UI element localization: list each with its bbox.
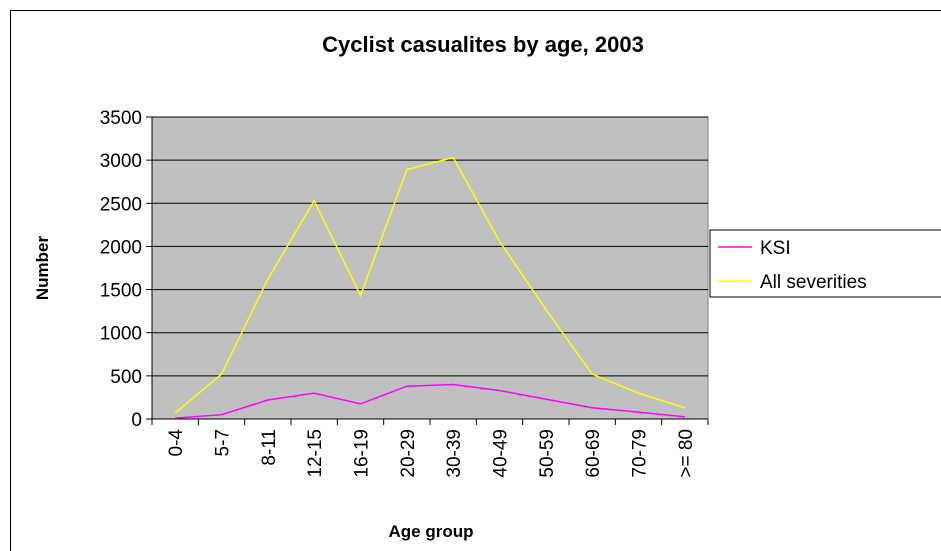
y-tick-label: 1000	[100, 324, 142, 345]
x-tick-label: >= 80	[676, 429, 697, 478]
legend-label: All severities	[760, 272, 867, 293]
x-tick-label: 30-39	[444, 429, 465, 478]
y-axis-label: Number	[33, 236, 52, 301]
x-axis-label: Age group	[389, 522, 474, 541]
y-tick-label: 2500	[100, 194, 142, 215]
chart-title: Cyclist casualites by age, 2003	[322, 32, 644, 57]
x-tick-label: 5-7	[213, 429, 234, 456]
data-line	[175, 383, 685, 419]
legend-label: KSI	[760, 238, 791, 259]
plot-area	[151, 116, 709, 420]
x-tick-label: 8-11	[259, 429, 280, 466]
y-tick-label: 2000	[100, 237, 142, 258]
y-tick-label: 500	[110, 367, 142, 388]
y-tick-label: 3000	[100, 151, 142, 172]
x-tick-label: 40-49	[491, 429, 512, 478]
x-tick-label: 12-15	[305, 429, 326, 478]
x-tick-label: 0-4	[166, 429, 187, 457]
legend-box	[709, 229, 941, 298]
y-tick-label: 0	[131, 410, 142, 431]
y-tick-label: 1500	[100, 281, 142, 302]
x-tick-label: 20-29	[398, 429, 419, 478]
x-tick-label: 50-59	[537, 429, 558, 478]
data-line	[174, 156, 686, 414]
x-tick-label: 70-79	[630, 429, 651, 478]
x-tick-label: 60-69	[583, 429, 604, 478]
x-tick-label: 16-19	[352, 429, 373, 478]
y-tick-label: 3500	[100, 108, 142, 129]
